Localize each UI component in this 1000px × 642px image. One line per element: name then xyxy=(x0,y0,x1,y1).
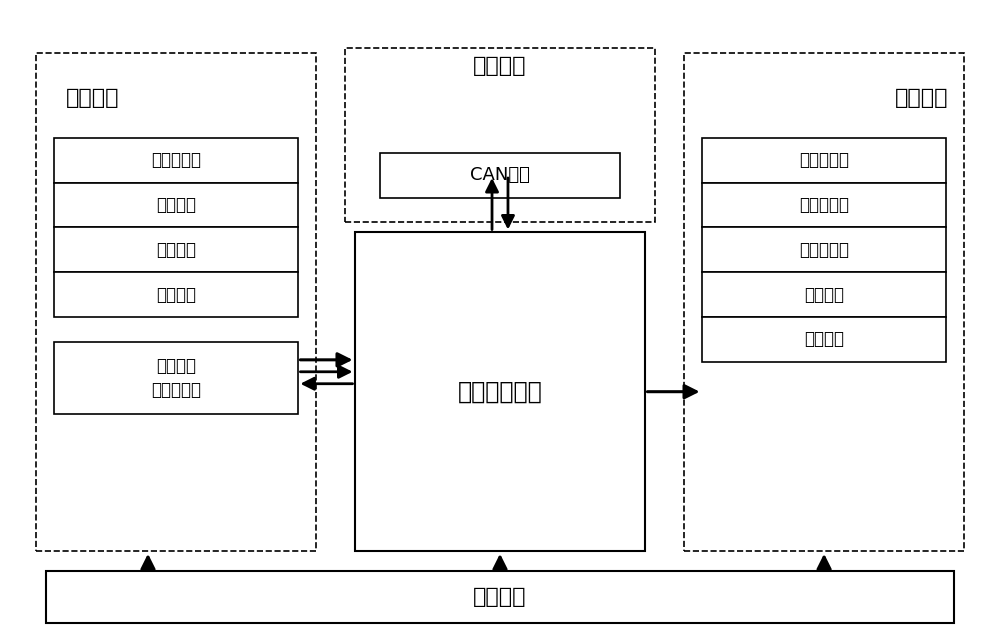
Text: 楼层按钮
（灯）电路: 楼层按钮 （灯）电路 xyxy=(151,357,201,399)
FancyBboxPatch shape xyxy=(54,342,298,413)
FancyBboxPatch shape xyxy=(345,48,655,222)
FancyBboxPatch shape xyxy=(355,232,645,551)
Text: 输入模块: 输入模块 xyxy=(66,88,120,108)
Text: 满载输入: 满载输入 xyxy=(156,196,196,214)
Text: 照明输出: 照明输出 xyxy=(804,331,844,349)
Text: 通信模块: 通信模块 xyxy=(473,56,527,76)
FancyBboxPatch shape xyxy=(702,317,946,362)
FancyBboxPatch shape xyxy=(54,272,298,317)
Text: 开关门输入: 开关门输入 xyxy=(151,152,201,169)
FancyBboxPatch shape xyxy=(54,138,298,182)
Text: 输出模块: 输出模块 xyxy=(895,88,949,108)
FancyBboxPatch shape xyxy=(36,53,316,551)
Text: 电源模块: 电源模块 xyxy=(473,587,527,607)
FancyBboxPatch shape xyxy=(380,153,620,198)
FancyBboxPatch shape xyxy=(54,182,298,227)
Text: 锁梯输入: 锁梯输入 xyxy=(156,286,196,304)
Text: CAN通信: CAN通信 xyxy=(470,166,530,184)
FancyBboxPatch shape xyxy=(702,138,946,182)
Text: 液晶屏输出: 液晶屏输出 xyxy=(799,152,849,169)
Text: 蜂鸣器输出: 蜂鸣器输出 xyxy=(799,196,849,214)
FancyBboxPatch shape xyxy=(702,182,946,227)
FancyBboxPatch shape xyxy=(702,227,946,272)
FancyBboxPatch shape xyxy=(702,272,946,317)
Text: 微处理器模块: 微处理器模块 xyxy=(458,379,542,404)
FancyBboxPatch shape xyxy=(46,571,954,623)
FancyBboxPatch shape xyxy=(684,53,964,551)
FancyBboxPatch shape xyxy=(54,227,298,272)
Text: 到站钟输出: 到站钟输出 xyxy=(799,241,849,259)
Text: 风扇输出: 风扇输出 xyxy=(804,286,844,304)
Text: 司机输入: 司机输入 xyxy=(156,241,196,259)
